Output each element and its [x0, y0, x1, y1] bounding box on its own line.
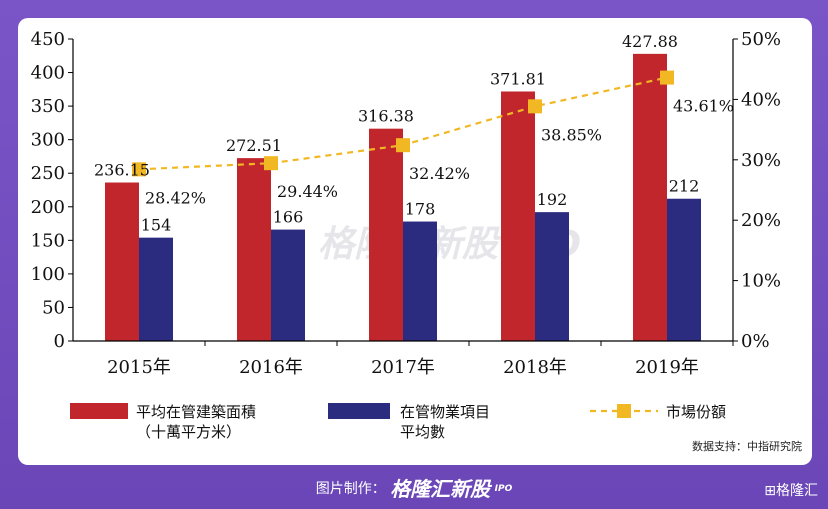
data-label-area-0: 236.15: [94, 161, 150, 180]
line-point-0: [132, 162, 146, 177]
bar-area-1: [237, 158, 271, 341]
y-left-tick-label: 300: [31, 130, 65, 151]
combo-chart: 格隆汇新股 IPO 236.15154272.51166316.38178371…: [31, 29, 802, 453]
bar-area-0: [105, 182, 139, 341]
legend-label-projects-line2: 平均數: [400, 423, 445, 441]
y-left-tick-label: 350: [31, 96, 65, 117]
data-label-share-1: 29.44%: [277, 182, 338, 201]
corner-logo: ⊞格隆汇: [764, 483, 818, 499]
footer-ipo: IPO: [494, 484, 513, 494]
y-left-tick-label: 150: [31, 230, 65, 251]
data-label-area-2: 316.38: [358, 107, 414, 126]
x-tick-label: 2016年: [239, 357, 303, 378]
data-label-projects-4: 212: [669, 177, 700, 196]
line-point-2: [396, 138, 410, 153]
y-left-tick-label: 50: [42, 297, 65, 318]
data-label-share-2: 32.42%: [409, 164, 470, 183]
data-label-share-4: 43.61%: [673, 97, 734, 116]
footer: 图片制作： 格隆汇新股 IPO: [0, 474, 828, 504]
legend-label-area-unit: （十萬平方米）: [136, 423, 241, 441]
data-label-projects-2: 178: [405, 200, 436, 219]
y-left-tick-label: 400: [31, 63, 65, 84]
legend-swatch-area: [70, 403, 128, 419]
y-left-tick-label: 200: [31, 197, 65, 218]
line-point-1: [264, 156, 278, 171]
bar-area-4: [633, 53, 667, 342]
bar-projects-1: [271, 229, 305, 341]
legend-swatch-projects: [328, 403, 390, 419]
data-label-area-3: 371.81: [490, 69, 546, 88]
x-tick-label: 2019年: [635, 357, 699, 378]
data-label-projects-1: 166: [273, 208, 304, 227]
y-left-tick-label: 250: [31, 163, 65, 184]
line-point-3: [528, 99, 542, 114]
bar-projects-3: [535, 212, 569, 341]
data-label-share-3: 38.85%: [541, 125, 602, 144]
y-right-tick-label: 30%: [741, 150, 781, 171]
footer-prefix: 图片制作：: [315, 481, 386, 497]
bar-projects-4: [667, 198, 701, 341]
legend-label-projects: 在管物業項目: [400, 403, 490, 421]
legend-label-area: 平均在管建築面積: [136, 403, 256, 421]
y-right-tick-label: 50%: [741, 29, 781, 50]
bar-area-3: [501, 91, 535, 341]
data-label-projects-0: 154: [141, 216, 172, 235]
y-right-tick-label: 20%: [741, 210, 781, 231]
data-label-share-0: 28.42%: [145, 188, 206, 207]
data-label-area-4: 427.88: [622, 32, 678, 51]
data-label-projects-3: 192: [537, 190, 568, 209]
x-tick-label: 2017年: [371, 357, 435, 378]
legend-label-share: 市場份額: [666, 403, 726, 421]
data-label-area-1: 272.51: [226, 136, 282, 155]
bar-area-2: [369, 128, 403, 341]
footer-brand: 格隆汇新股: [390, 477, 491, 501]
bar-projects-0: [139, 237, 173, 341]
legend-marker-share: [617, 404, 631, 418]
y-left-tick-label: 100: [31, 264, 65, 285]
bar-projects-2: [403, 221, 437, 341]
y-right-tick-label: 10%: [741, 271, 781, 292]
y-right-tick-label: 0%: [741, 331, 770, 352]
y-right-tick-label: 40%: [741, 89, 781, 110]
line-point-4: [660, 70, 674, 85]
chart-panel: 格隆汇新股 IPO 236.15 154 272.51 166 316.38 178 371…: [18, 18, 812, 465]
y-left-tick-label: 450: [31, 29, 65, 50]
x-tick-label: 2018年: [503, 357, 567, 378]
y-left-tick-label: 0: [54, 331, 65, 352]
source-note: 数据支持：中指研究院: [692, 439, 802, 453]
x-tick-label: 2015年: [107, 357, 171, 378]
